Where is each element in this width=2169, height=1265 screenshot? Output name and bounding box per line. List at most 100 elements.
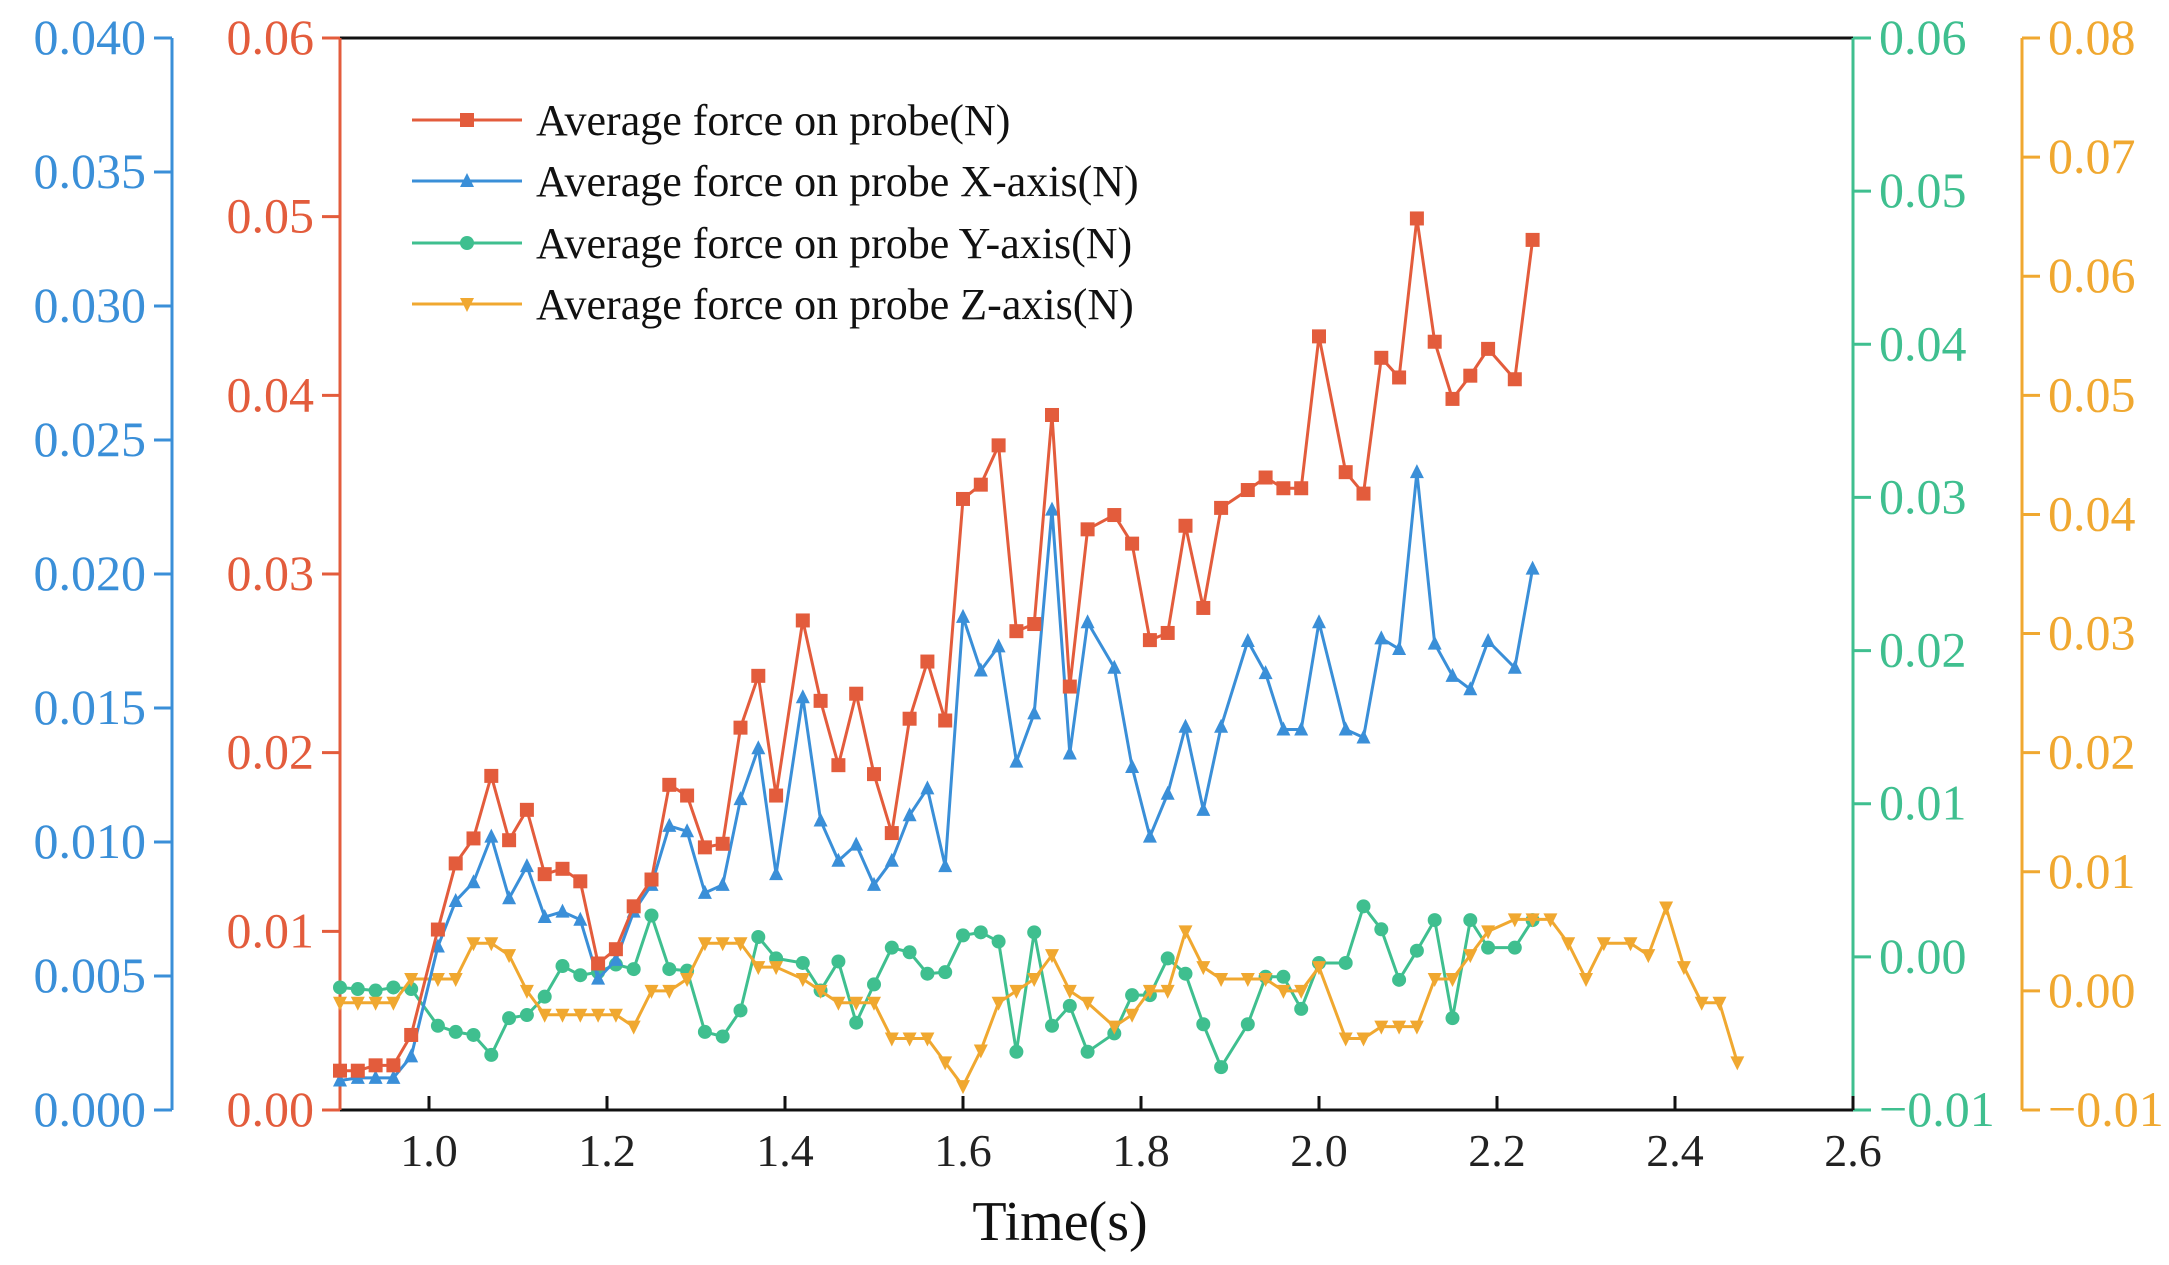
data-point-blue xyxy=(1356,729,1371,744)
tick-label-orange: 0.01 xyxy=(2048,843,2136,899)
data-point-green xyxy=(1463,913,1478,928)
data-point-blue xyxy=(484,828,499,843)
data-point-red xyxy=(1312,329,1326,344)
x-tick-label: 1.2 xyxy=(578,1125,636,1176)
data-point-green xyxy=(1294,1001,1309,1016)
data-point-orange xyxy=(1196,961,1211,976)
data-point-orange xyxy=(769,961,784,976)
data-point-red xyxy=(502,833,517,848)
data-point-red xyxy=(555,861,570,876)
data-point-red xyxy=(537,867,552,882)
data-point-green xyxy=(1445,1011,1460,1026)
data-point-red xyxy=(1045,407,1059,422)
data-point-red xyxy=(1160,625,1175,640)
tick-label-green: −0.01 xyxy=(1879,1081,1995,1137)
data-point-red xyxy=(867,767,881,782)
data-point-green xyxy=(1427,913,1442,928)
data-point-green xyxy=(1481,940,1496,955)
data-point-green xyxy=(1178,966,1193,981)
x-tick-label: 1.0 xyxy=(400,1125,458,1176)
data-point-blue xyxy=(1196,801,1211,816)
data-point-blue xyxy=(662,817,677,832)
legend-marker xyxy=(460,236,474,250)
data-point-green xyxy=(1080,1044,1095,1059)
data-point-blue xyxy=(1507,659,1522,674)
legend-marker xyxy=(460,113,474,127)
data-point-blue xyxy=(1045,501,1059,516)
data-point-green xyxy=(1392,972,1407,987)
data-point-red xyxy=(519,802,534,817)
data-point-red xyxy=(920,654,935,669)
data-point-orange xyxy=(1045,949,1059,964)
data-point-orange xyxy=(1623,937,1638,952)
data-point-red xyxy=(697,840,712,855)
data-point-red xyxy=(1276,481,1291,496)
tick-label-red: 0.04 xyxy=(227,366,315,422)
data-point-orange xyxy=(680,972,695,987)
data-point-red xyxy=(662,777,677,792)
data-point-orange xyxy=(1579,972,1593,987)
tick-label-blue: 0.025 xyxy=(34,411,147,467)
data-point-green xyxy=(867,977,881,992)
data-point-green xyxy=(1062,998,1077,1013)
data-point-orange xyxy=(537,1008,552,1023)
data-point-orange xyxy=(795,972,810,987)
data-point-orange xyxy=(1009,984,1024,999)
data-point-green xyxy=(1356,899,1371,914)
data-point-orange xyxy=(1214,972,1229,987)
data-point-green xyxy=(644,908,659,923)
data-point-green xyxy=(333,980,347,995)
data-point-orange xyxy=(626,1020,641,1035)
data-point-red xyxy=(1214,500,1229,515)
data-point-red xyxy=(813,693,828,708)
data-point-orange xyxy=(1062,984,1077,999)
data-point-orange xyxy=(920,1032,935,1047)
data-point-green xyxy=(733,1003,748,1018)
data-point-green xyxy=(884,940,899,955)
data-point-red xyxy=(1463,368,1478,383)
data-point-green xyxy=(555,959,570,974)
data-point-blue xyxy=(956,608,970,623)
data-point-orange xyxy=(1543,913,1558,928)
data-point-orange xyxy=(1561,937,1576,952)
data-point-red xyxy=(466,831,481,846)
data-point-orange xyxy=(849,996,864,1011)
data-point-blue xyxy=(1427,635,1442,650)
data-point-blue xyxy=(920,780,935,795)
data-point-blue xyxy=(1062,745,1077,760)
series-green xyxy=(333,899,1540,1075)
data-point-red xyxy=(573,874,588,889)
data-point-blue xyxy=(333,1072,347,1087)
data-point-green xyxy=(368,983,383,998)
data-point-red xyxy=(849,686,864,701)
data-point-orange xyxy=(1712,996,1727,1011)
tick-label-blue: 0.030 xyxy=(34,277,147,333)
data-point-green xyxy=(626,962,641,977)
data-point-green xyxy=(430,1018,445,1033)
data-point-red xyxy=(1240,483,1255,498)
data-point-green xyxy=(751,929,766,944)
data-point-blue xyxy=(1312,614,1326,629)
tick-label-red: 0.01 xyxy=(227,902,315,958)
data-point-blue xyxy=(448,892,463,907)
data-point-blue xyxy=(404,1048,419,1063)
data-point-red xyxy=(1445,391,1460,406)
data-point-blue xyxy=(1445,667,1460,682)
data-point-green xyxy=(1045,1018,1059,1033)
tick-label-orange: 0.05 xyxy=(2048,366,2136,422)
data-point-red xyxy=(1196,600,1211,615)
data-point-red xyxy=(1338,465,1353,480)
data-point-red xyxy=(769,788,784,803)
series-blue xyxy=(333,464,1540,1087)
data-point-orange xyxy=(751,961,766,976)
data-point-orange xyxy=(1374,1020,1389,1035)
tick-label-green: 0.06 xyxy=(1879,9,1967,65)
data-point-red xyxy=(973,477,988,492)
data-point-green xyxy=(573,968,588,983)
data-point-orange xyxy=(368,996,383,1011)
tick-label-blue: 0.035 xyxy=(34,143,147,199)
data-point-red xyxy=(404,1027,419,1042)
tick-label-green: 0.03 xyxy=(1879,468,1967,524)
data-point-red xyxy=(831,758,846,773)
